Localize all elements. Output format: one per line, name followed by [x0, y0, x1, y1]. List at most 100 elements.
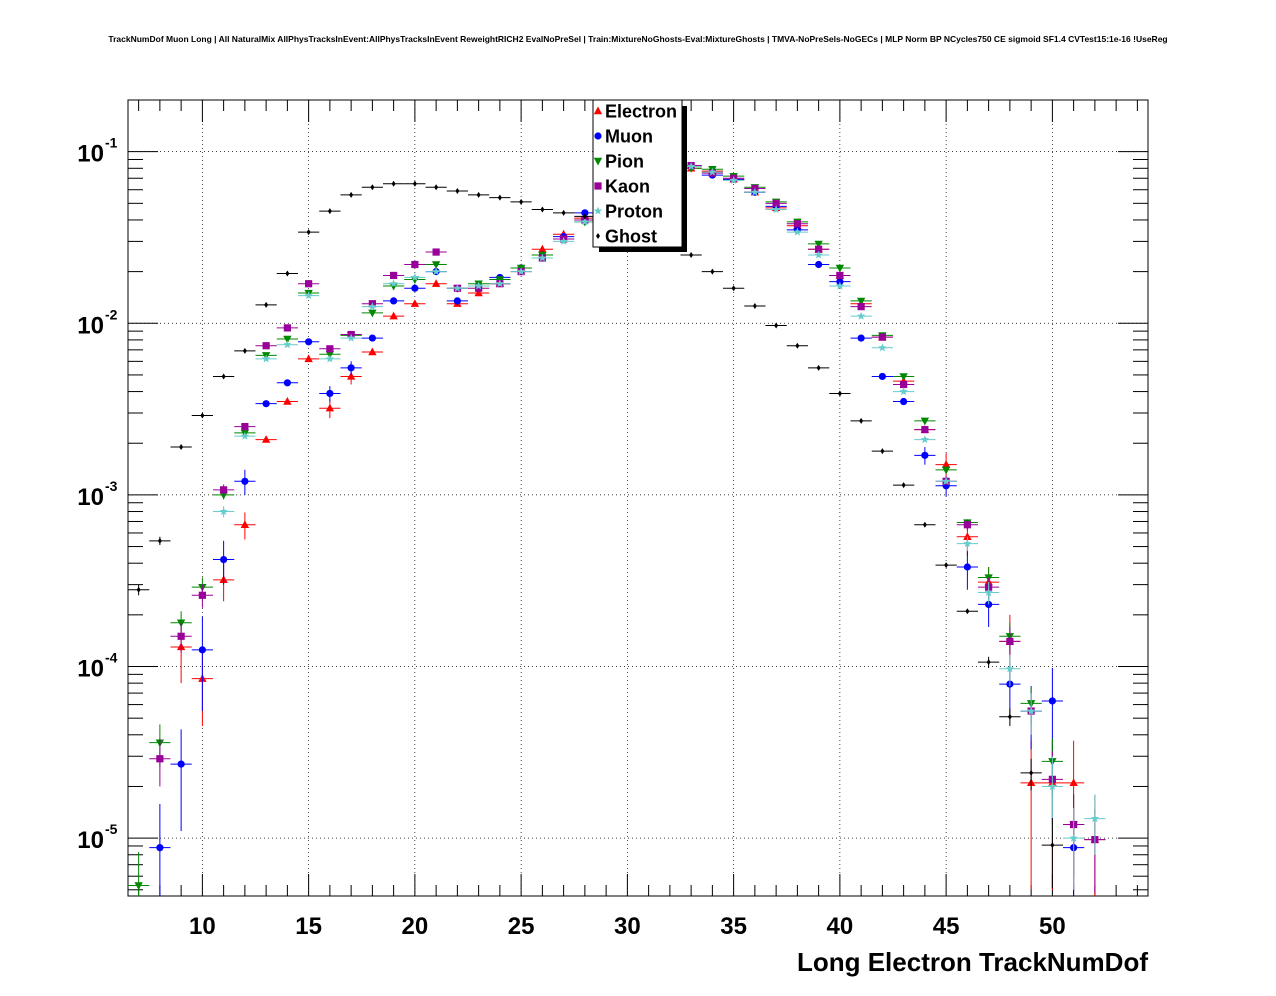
y-tick-label-exponent: -4 — [105, 650, 118, 666]
data-point-muon — [347, 364, 355, 372]
data-point-ghost — [901, 482, 906, 489]
data-point-ghost — [561, 209, 566, 216]
x-tick-label: 45 — [933, 913, 960, 940]
data-point-proton — [1048, 782, 1057, 791]
data-point-ghost — [327, 208, 332, 215]
data-point-muon — [390, 297, 398, 305]
data-point-ghost — [1029, 769, 1034, 776]
y-tick-label-exponent: -3 — [105, 478, 118, 494]
data-point-electron — [431, 279, 441, 287]
data-point-proton — [240, 431, 250, 440]
data-point-pion — [410, 276, 420, 284]
data-point-ghost — [689, 251, 694, 258]
data-point-proton — [963, 539, 972, 548]
data-point-ghost — [1050, 842, 1055, 849]
x-tick-label: 25 — [508, 913, 535, 940]
data-point-proton — [261, 354, 271, 363]
data-point-kaon — [1006, 637, 1014, 646]
data-point-proton — [814, 250, 823, 259]
data-point-kaon — [793, 220, 801, 228]
data-point-muon — [900, 397, 908, 406]
data-point-kaon — [857, 303, 865, 311]
data-point-proton — [1005, 664, 1015, 673]
legend-label-electron: Electron — [605, 102, 677, 122]
data-point-ghost — [242, 347, 247, 354]
data-point-pion — [431, 261, 441, 270]
data-point-proton — [474, 281, 483, 290]
data-point-ghost — [731, 285, 736, 292]
data-point-muon — [283, 379, 291, 387]
data-point-proton — [1026, 706, 1036, 715]
data-point-ghost — [710, 268, 715, 275]
data-point-electron — [261, 435, 271, 443]
data-point-ghost — [434, 184, 439, 191]
data-point-ghost — [157, 537, 162, 544]
y-tick-label-mantissa: 10 — [77, 656, 104, 683]
y-tick-label-mantissa: 10 — [77, 141, 104, 168]
y-tick-label-exponent: -1 — [105, 135, 118, 151]
data-point-ghost — [922, 521, 927, 528]
data-point-kaon — [411, 260, 419, 269]
data-point-proton — [346, 333, 356, 342]
data-point-kaon — [390, 271, 398, 280]
data-point-proton — [1069, 833, 1078, 842]
data-point-ghost — [476, 191, 481, 198]
legend-marker-muon — [594, 132, 602, 140]
legend-label-proton: Proton — [605, 202, 663, 222]
data-point-muon — [878, 372, 886, 381]
data-point-muon — [262, 400, 270, 408]
data-point-ghost — [136, 586, 141, 593]
data-point-ghost — [752, 303, 757, 310]
data-point-ghost — [795, 342, 800, 349]
data-point-kaon — [772, 199, 780, 207]
data-point-proton — [453, 283, 462, 292]
data-point-ghost — [391, 180, 396, 187]
legend-box — [592, 99, 683, 248]
data-point-ghost — [497, 194, 502, 201]
data-point-proton — [941, 476, 951, 485]
data-point-ghost — [412, 180, 417, 187]
data-point-kaon — [326, 345, 334, 353]
data-point-pion — [899, 373, 908, 381]
data-point-ghost — [200, 412, 205, 419]
data-point-proton — [368, 302, 377, 311]
data-point-muon — [156, 844, 164, 852]
data-point-ghost — [221, 373, 226, 380]
data-point-proton — [856, 311, 866, 320]
legend-marker-ghost — [596, 233, 600, 239]
data-point-muon — [177, 760, 185, 768]
data-point-pion — [814, 240, 823, 249]
data-point-muon — [326, 389, 334, 398]
data-point-electron — [240, 520, 250, 528]
data-point-electron — [963, 532, 972, 540]
data-point-proton — [516, 267, 526, 276]
data-point-pion — [920, 417, 930, 426]
data-point-proton — [431, 267, 441, 276]
data-point-muon — [453, 297, 461, 305]
data-point-ghost — [285, 270, 290, 277]
data-point-muon — [220, 555, 228, 564]
data-point-proton — [729, 176, 738, 184]
x-tick-label: 35 — [720, 913, 747, 940]
x-tick-label: 10 — [189, 913, 216, 940]
data-point-muon — [411, 284, 419, 292]
data-point-proton — [835, 281, 845, 290]
x-axis-title: Long Electron TrackNumDof — [797, 947, 1148, 977]
data-point-kaon — [283, 324, 291, 332]
data-point-electron — [389, 311, 398, 320]
legend-marker-pion — [593, 157, 603, 166]
data-point-kaon — [156, 755, 164, 763]
data-point-ghost — [370, 184, 375, 191]
data-point-ghost — [519, 198, 524, 205]
data-point-proton — [389, 279, 398, 288]
data-point-ghost — [306, 229, 311, 236]
data-point-electron — [474, 288, 483, 297]
data-point-proton — [219, 507, 228, 516]
legend-label-kaon: Kaon — [605, 177, 650, 197]
data-point-kaon — [305, 280, 313, 288]
data-point-kaon — [262, 342, 270, 350]
data-point-proton — [920, 435, 930, 444]
x-tick-label: 20 — [402, 913, 429, 940]
data-point-electron — [304, 354, 313, 363]
